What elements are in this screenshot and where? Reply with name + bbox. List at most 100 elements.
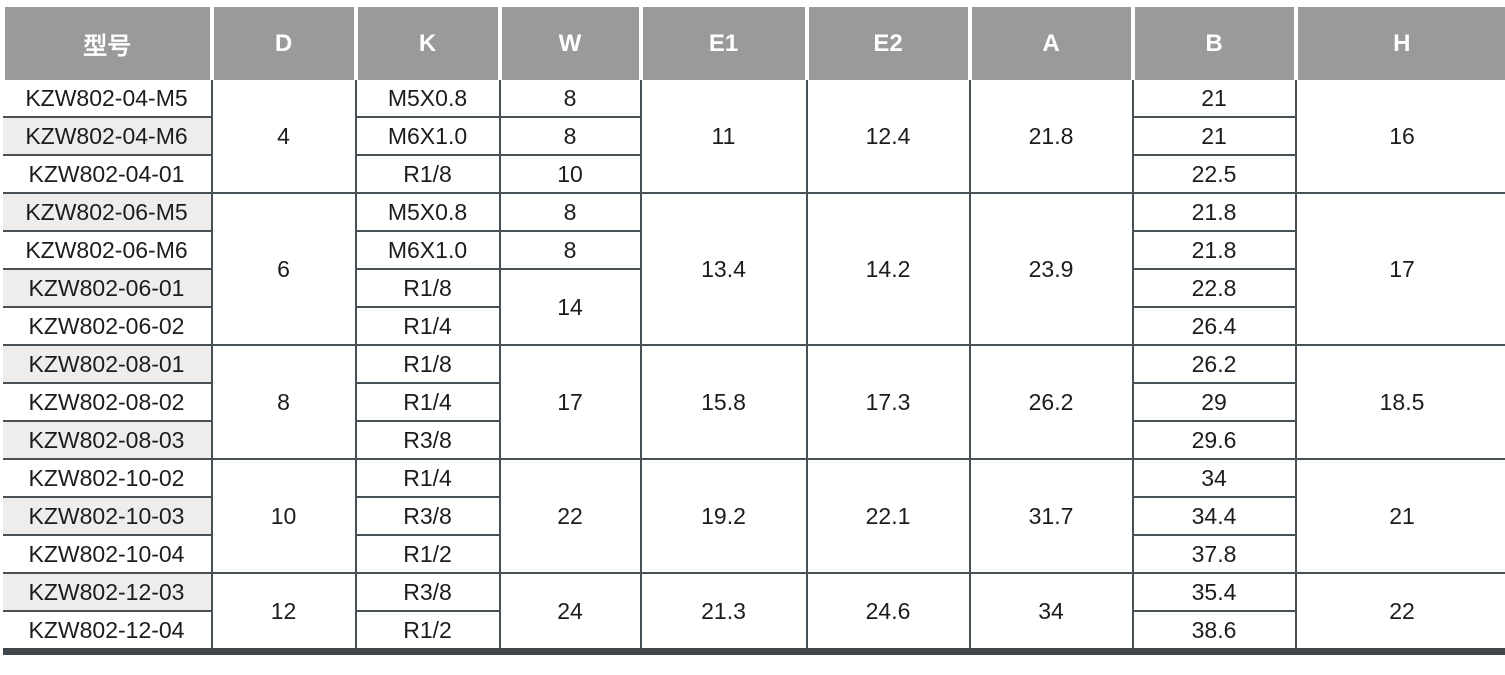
h-cell: 16: [1294, 80, 1505, 194]
model-cell: KZW802-10-02: [2, 458, 213, 498]
e2-cell: 17.3: [805, 344, 971, 460]
k-cell: M5X0.8: [354, 192, 501, 232]
k-cell: R3/8: [354, 496, 501, 536]
header-b: B: [1130, 0, 1298, 80]
b-cell: 34: [1131, 458, 1297, 498]
table-row: KZW802-06-01 R1/8 14 22.8: [2, 268, 1505, 346]
fitting-spec-table: 型号 D K W E1 E2 A B H KZW802-04-M5 4 M5X0…: [0, 0, 1505, 655]
model-cell: KZW802-04-M6: [2, 116, 213, 156]
table-row: KZW802-06-M6 M6X1.0 8 21.8: [2, 230, 1505, 270]
b-cell: 21.8: [1131, 230, 1297, 270]
d-cell: 4: [210, 80, 357, 194]
h-cell: 22: [1294, 572, 1505, 653]
w-cell: 22: [498, 458, 642, 574]
e2-cell: 12.4: [805, 80, 971, 194]
table-row: KZW802-06-02 R1/4 26.4: [2, 306, 1505, 346]
k-cell: R1/8: [354, 344, 501, 384]
d-cell: 6: [210, 192, 357, 346]
w-cell: 10: [498, 154, 642, 194]
k-cell: R3/8: [354, 420, 501, 460]
table-row: KZW802-12-03 12 R3/8 24 21.3 24.6 34 35.…: [2, 572, 1505, 653]
b-cell: 29: [1131, 382, 1297, 422]
model-cell: KZW802-06-02: [2, 306, 213, 346]
k-cell: R1/2: [354, 610, 501, 653]
b-cell: 22.5: [1131, 154, 1297, 194]
table-row: KZW802-04-M5 4 M5X0.8 8 11 12.4 21.8 21 …: [2, 80, 1505, 194]
w-cell: 8: [498, 80, 642, 118]
b-cell: 26.4: [1131, 306, 1297, 346]
w-cell: 8: [498, 230, 642, 270]
k-cell: R1/4: [354, 382, 501, 422]
k-cell: M6X1.0: [354, 230, 501, 270]
e2-cell: 22.1: [805, 458, 971, 574]
header-d: D: [209, 0, 358, 80]
table-row: KZW802-04-01 R1/8 10 22.5: [2, 154, 1505, 194]
a-cell: 31.7: [968, 458, 1134, 574]
h-cell: 21: [1294, 458, 1505, 574]
header-row: 型号 D K W E1 E2 A B H: [0, 0, 1505, 80]
k-cell: R1/8: [354, 268, 501, 308]
table-row: KZW802-10-02 10 R1/4 22 19.2 22.1 31.7 3…: [2, 458, 1505, 574]
header-h: H: [1293, 0, 1505, 80]
model-cell: KZW802-12-03: [2, 572, 213, 612]
e1-cell: 11: [639, 80, 808, 194]
k-cell: R3/8: [354, 572, 501, 612]
a-cell: 26.2: [968, 344, 1134, 460]
header-e2: E2: [804, 0, 972, 80]
table-row: KZW802-10-03 R3/8 34.4: [2, 496, 1505, 536]
h-cell: 18.5: [1294, 344, 1505, 460]
d-cell: 12: [210, 572, 357, 653]
d-cell: 8: [210, 344, 357, 460]
table-row: KZW802-10-04 R1/2 37.8: [2, 534, 1505, 574]
model-cell: KZW802-06-M5: [2, 192, 213, 232]
e1-cell: 21.3: [639, 572, 808, 653]
b-cell: 22.8: [1131, 268, 1297, 308]
b-cell: 29.6: [1131, 420, 1297, 460]
header-w: W: [497, 0, 643, 80]
header-e1: E1: [638, 0, 809, 80]
h-cell: 17: [1294, 192, 1505, 346]
table-row: KZW802-08-02 R1/4 29: [2, 382, 1505, 422]
w-cell: 24: [498, 572, 642, 653]
model-cell: KZW802-10-04: [2, 534, 213, 574]
model-cell: KZW802-08-03: [2, 420, 213, 460]
model-cell: KZW802-06-M6: [2, 230, 213, 270]
b-cell: 37.8: [1131, 534, 1297, 574]
model-cell: KZW802-12-04: [2, 610, 213, 653]
b-cell: 35.4: [1131, 572, 1297, 612]
model-cell: KZW802-04-M5: [2, 80, 213, 118]
model-cell: KZW802-08-02: [2, 382, 213, 422]
header-a: A: [967, 0, 1135, 80]
w-cell: 8: [498, 116, 642, 156]
header-k: K: [353, 0, 502, 80]
k-cell: R1/4: [354, 458, 501, 498]
w-cell: 8: [498, 192, 642, 232]
b-cell: 21: [1131, 80, 1297, 118]
header-model: 型号: [0, 0, 214, 80]
b-cell: 26.2: [1131, 344, 1297, 384]
table-row: KZW802-04-M6 M6X1.0 8 21: [2, 116, 1505, 156]
w-cell: 14: [498, 268, 642, 346]
k-cell: R1/2: [354, 534, 501, 574]
k-cell: R1/8: [354, 154, 501, 194]
e1-cell: 13.4: [639, 192, 808, 346]
e1-cell: 15.8: [639, 344, 808, 460]
table-row: KZW802-12-04 R1/2 38.6: [2, 610, 1505, 653]
table-row: KZW802-06-M5 6 M5X0.8 8 13.4 14.2 23.9 2…: [2, 192, 1505, 346]
table-row: KZW802-08-03 R3/8 29.6: [2, 420, 1505, 460]
d-cell: 10: [210, 458, 357, 574]
table-row: KZW802-08-01 8 R1/8 17 15.8 17.3 26.2 26…: [2, 344, 1505, 460]
b-cell: 21: [1131, 116, 1297, 156]
k-cell: M6X1.0: [354, 116, 501, 156]
k-cell: R1/4: [354, 306, 501, 346]
b-cell: 34.4: [1131, 496, 1297, 536]
e2-cell: 14.2: [805, 192, 971, 346]
a-cell: 23.9: [968, 192, 1134, 346]
e1-cell: 19.2: [639, 458, 808, 574]
a-cell: 34: [968, 572, 1134, 653]
a-cell: 21.8: [968, 80, 1134, 194]
model-cell: KZW802-04-01: [2, 154, 213, 194]
b-cell: 21.8: [1131, 192, 1297, 232]
b-cell: 38.6: [1131, 610, 1297, 653]
model-cell: KZW802-10-03: [2, 496, 213, 536]
